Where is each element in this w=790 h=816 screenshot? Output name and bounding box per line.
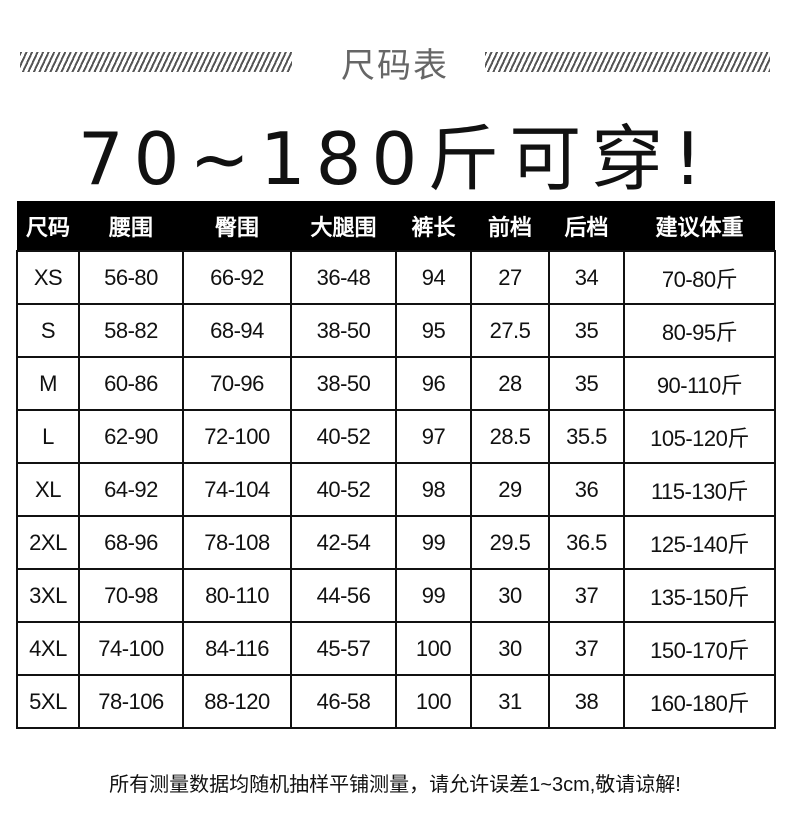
table-cell: 37	[548, 621, 625, 676]
table-cell: 72-100	[182, 409, 292, 464]
table-cell: 27	[470, 250, 550, 305]
table-cell: 56-80	[78, 250, 184, 305]
table-row: XS 56-80 66-92 36-48 94 27 34 70-80斤	[16, 250, 776, 305]
table-cell: 45-57	[290, 621, 397, 676]
table-cell: 38-50	[290, 356, 397, 411]
decorative-stripes-left	[20, 52, 292, 72]
table-cell: 98	[395, 462, 472, 517]
table-row: S 58-82 68-94 38-50 95 27.5 35 80-95斤	[16, 303, 776, 358]
column-header: 建议体重	[624, 201, 775, 251]
table-cell: 90-110斤	[623, 356, 776, 411]
table-cell: 68-94	[182, 303, 292, 358]
table-cell: 42-54	[290, 515, 397, 570]
table-cell: 35	[548, 356, 625, 411]
table-cell: 3XL	[16, 568, 80, 623]
column-header: 腰围	[79, 201, 183, 251]
table-cell: 88-120	[182, 674, 292, 729]
table-cell: 100	[395, 621, 472, 676]
table-cell: 160-180斤	[623, 674, 776, 729]
table-cell: 66-92	[182, 250, 292, 305]
table-cell: 80-95斤	[623, 303, 776, 358]
table-row: 3XL 70-98 80-110 44-56 99 30 37 135-150斤	[16, 568, 776, 623]
table-cell: 125-140斤	[623, 515, 776, 570]
table-cell: 74-100	[78, 621, 184, 676]
table-cell: 28	[470, 356, 550, 411]
column-header: 尺码	[17, 201, 79, 251]
table-cell: 37	[548, 568, 625, 623]
table-cell: 35.5	[548, 409, 625, 464]
table-row: M 60-86 70-96 38-50 96 28 35 90-110斤	[16, 356, 776, 411]
table-cell: 40-52	[290, 409, 397, 464]
table-cell: 64-92	[78, 462, 184, 517]
table-cell: 36-48	[290, 250, 397, 305]
table-cell: 38-50	[290, 303, 397, 358]
table-cell: 29.5	[470, 515, 550, 570]
table-cell: 74-104	[182, 462, 292, 517]
weight-range-headline: 70~180斤可穿!	[77, 117, 713, 201]
table-cell: 100	[395, 674, 472, 729]
table-cell: 80-110	[182, 568, 292, 623]
table-cell: 97	[395, 409, 472, 464]
title-bar: 尺码表	[0, 38, 790, 85]
table-cell: 58-82	[78, 303, 184, 358]
column-header: 大腿围	[291, 201, 396, 251]
table-cell: 36	[548, 462, 625, 517]
table-cell: 2XL	[16, 515, 80, 570]
column-header: 后档	[549, 201, 624, 251]
table-cell: 5XL	[16, 674, 80, 729]
decorative-stripes-right	[485, 52, 770, 72]
table-cell: 29	[470, 462, 550, 517]
table-cell: M	[16, 356, 80, 411]
table-cell: 95	[395, 303, 472, 358]
table-row: 4XL 74-100 84-116 45-57 100 30 37 150-170斤	[16, 621, 776, 676]
table-cell: 27.5	[470, 303, 550, 358]
table-cell: 35	[548, 303, 625, 358]
table-cell: 96	[395, 356, 472, 411]
table-cell: 30	[470, 621, 550, 676]
table-cell: 70-98	[78, 568, 184, 623]
table-row: 2XL 68-96 78-108 42-54 99 29.5 36.5 125-140斤	[16, 515, 776, 570]
table-cell: 38	[548, 674, 625, 729]
column-header: 臀围	[183, 201, 291, 251]
measurement-note: 所有测量数据均随机抽样平铺测量，请允许误差1~3cm,敬请谅解!	[109, 774, 681, 796]
table-cell: XL	[16, 462, 80, 517]
column-header: 前档	[471, 201, 549, 251]
table-cell: L	[16, 409, 80, 464]
table-cell: 150-170斤	[623, 621, 776, 676]
table-cell: 105-120斤	[623, 409, 776, 464]
table-cell: 46-58	[290, 674, 397, 729]
table-cell: 30	[470, 568, 550, 623]
table-row: 5XL 78-106 88-120 46-58 100 31 38 160-180斤	[16, 674, 776, 729]
size-chart-title: 尺码表	[341, 47, 449, 85]
table-cell: 135-150斤	[623, 568, 776, 623]
table-cell: 70-80斤	[623, 250, 776, 305]
table-cell: S	[16, 303, 80, 358]
table-cell: 36.5	[548, 515, 625, 570]
table-cell: 84-116	[182, 621, 292, 676]
table-cell: 31	[470, 674, 550, 729]
table-cell: 99	[395, 515, 472, 570]
table-cell: 115-130斤	[623, 462, 776, 517]
table-cell: 34	[548, 250, 625, 305]
size-table: 尺码 腰围 臀围 大腿围 裤长 前档 后档 建议体重 XS 56-80 66-92 36-48 94 2…	[16, 201, 776, 729]
table-cell: XS	[16, 250, 80, 305]
table-cell: 68-96	[78, 515, 184, 570]
table-cell: 78-106	[78, 674, 184, 729]
table-cell: 94	[395, 250, 472, 305]
table-cell: 40-52	[290, 462, 397, 517]
table-row: L 62-90 72-100 40-52 97 28.5 35.5 105-120斤	[16, 409, 776, 464]
table-cell: 44-56	[290, 568, 397, 623]
table-cell: 28.5	[470, 409, 550, 464]
table-cell: 4XL	[16, 621, 80, 676]
column-header: 裤长	[396, 201, 471, 251]
table-row: XL 64-92 74-104 40-52 98 29 36 115-130斤	[16, 462, 776, 517]
table-cell: 99	[395, 568, 472, 623]
table-cell: 78-108	[182, 515, 292, 570]
table-cell: 62-90	[78, 409, 184, 464]
table-header: 尺码 腰围 臀围 大腿围 裤长 前档 后档 建议体重	[17, 201, 775, 251]
table-cell: 70-96	[182, 356, 292, 411]
table-cell: 60-86	[78, 356, 184, 411]
